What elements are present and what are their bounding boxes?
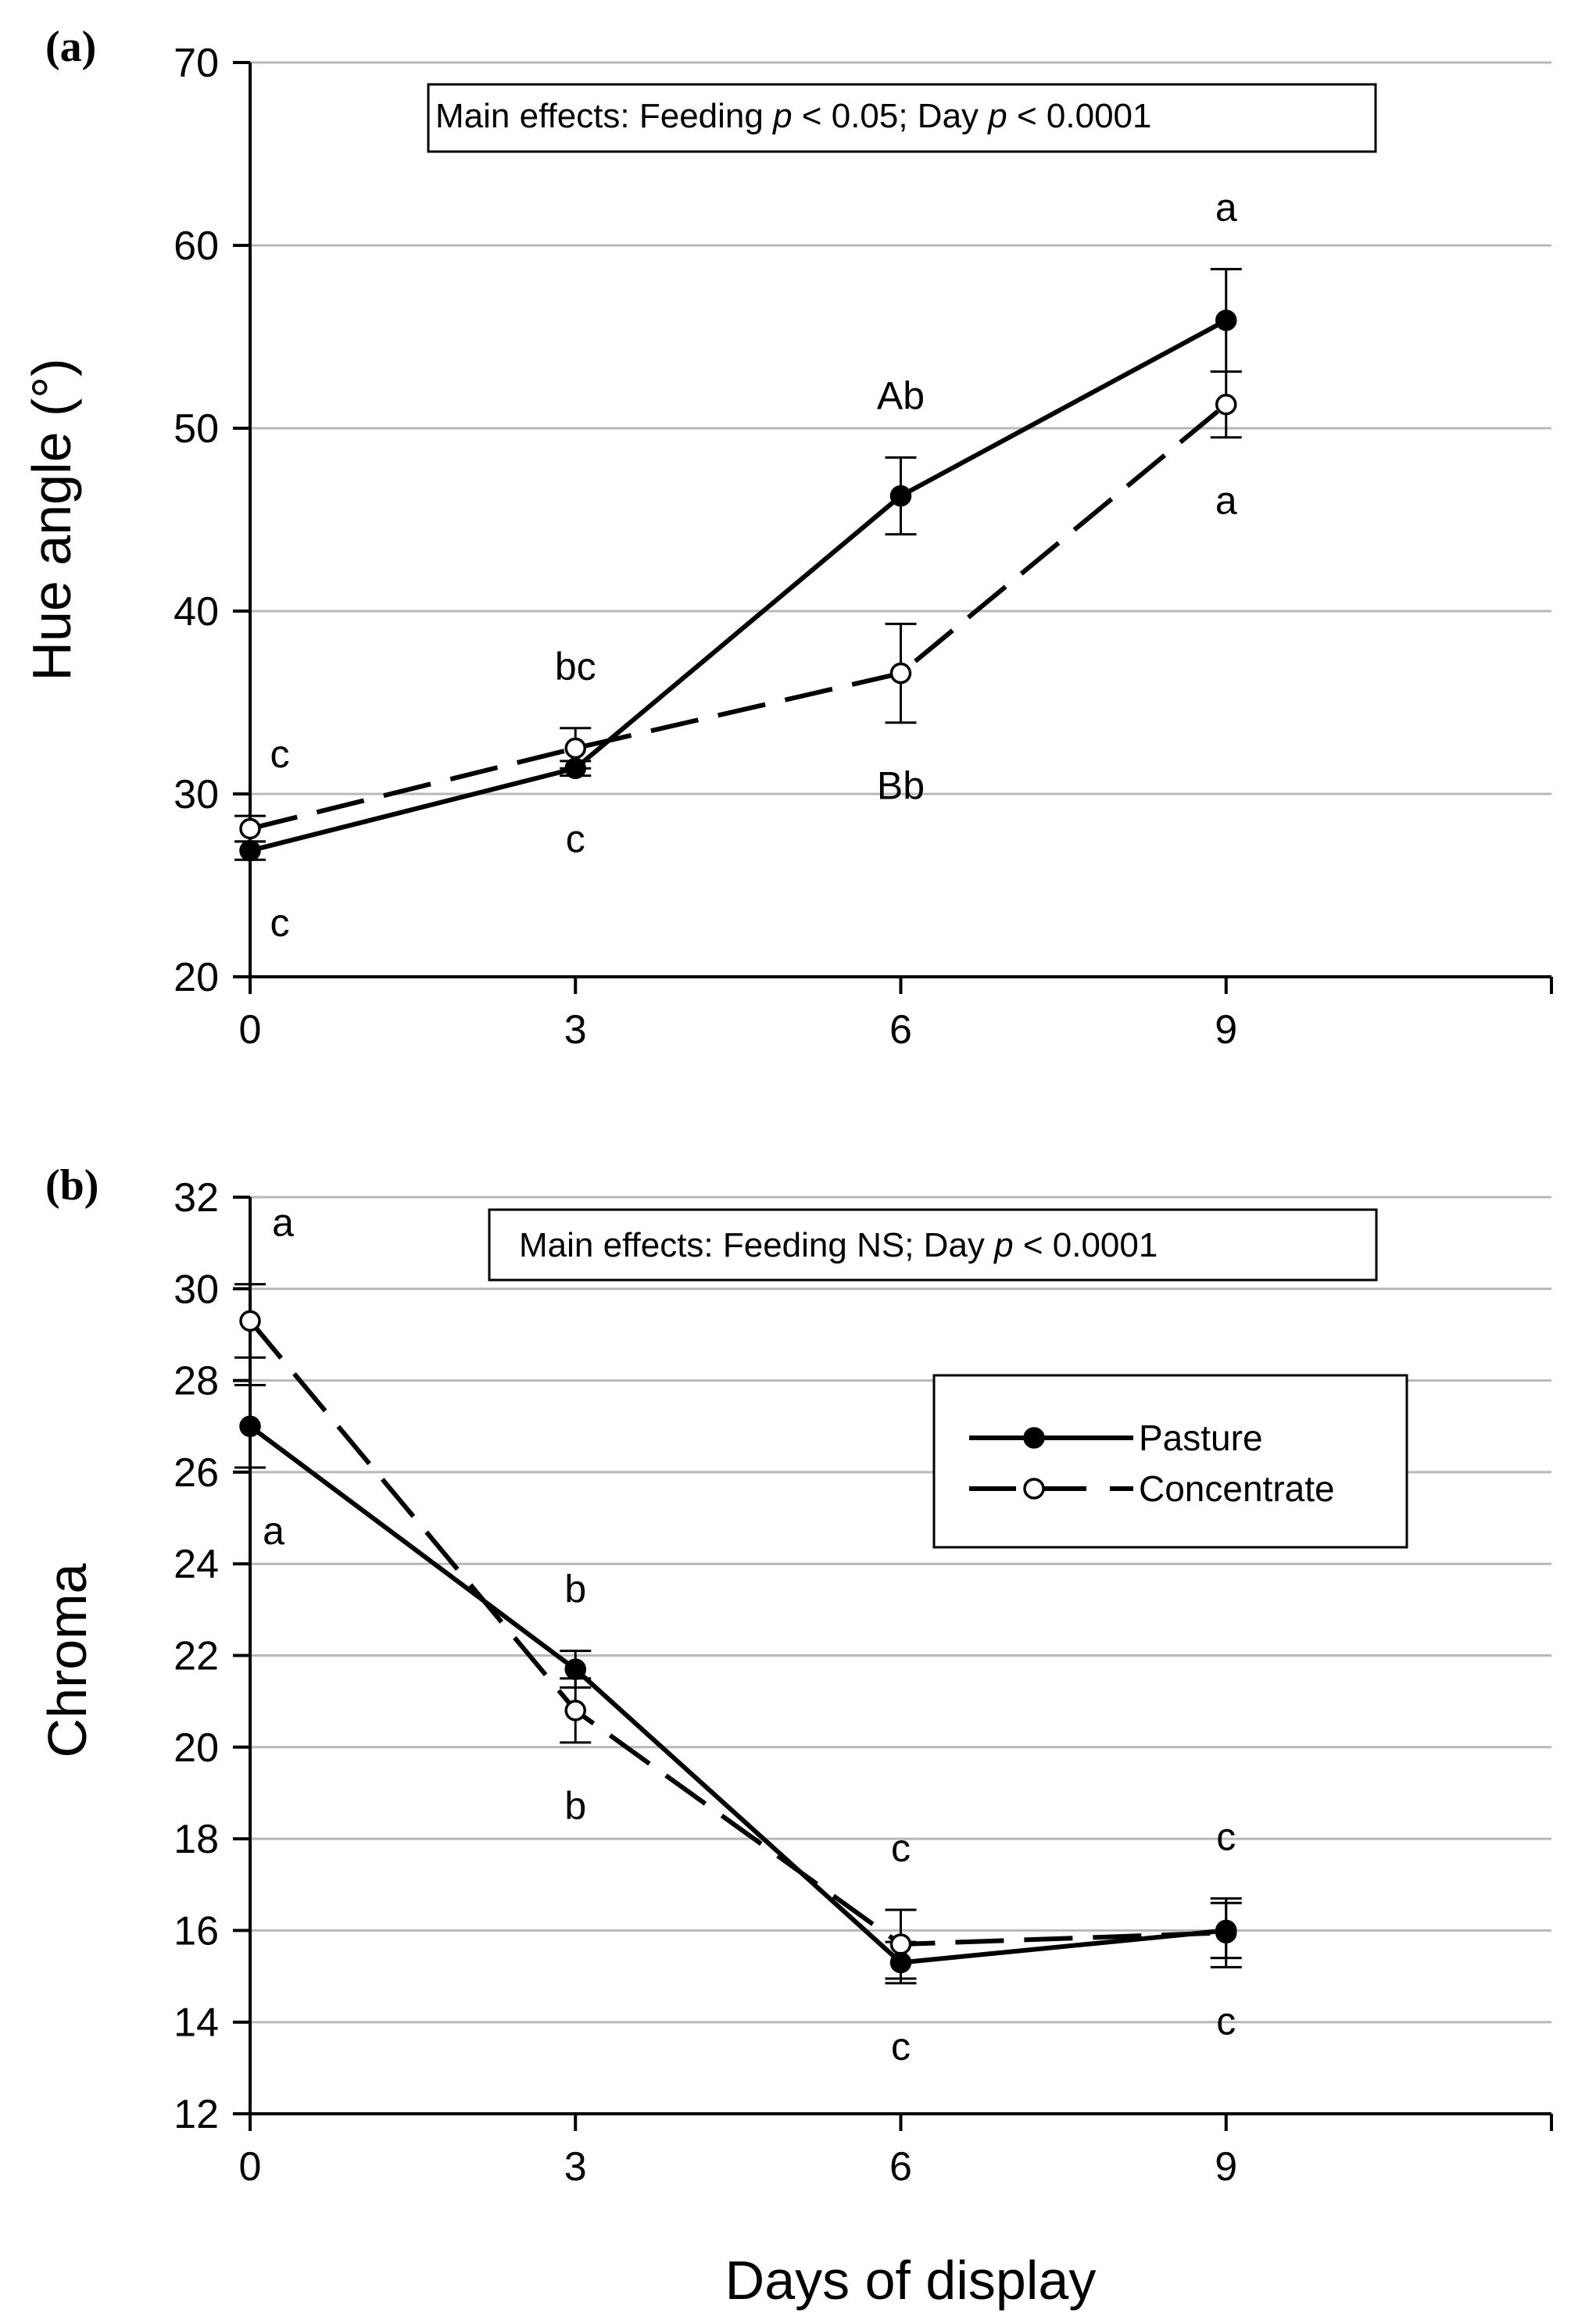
x-tick-label: 9 xyxy=(1215,1007,1237,1053)
data-point-pasture xyxy=(564,757,586,779)
significance-letter: bc xyxy=(555,645,596,688)
y-tick-label: 28 xyxy=(174,1359,219,1404)
data-point-pasture xyxy=(239,839,261,862)
y-tick-label: 40 xyxy=(174,589,219,635)
x-axis-title: Days of display xyxy=(725,2250,1097,2311)
significance-letter: Bb xyxy=(877,764,925,808)
data-point-pasture xyxy=(889,1951,912,1974)
main-effects-box xyxy=(488,1208,1378,1282)
data-point-pasture xyxy=(239,1415,261,1437)
y-tick-label: 20 xyxy=(174,955,219,1000)
significance-letter: c xyxy=(270,732,290,776)
x-tick-label: 6 xyxy=(889,1007,912,1053)
y-tick-label: 16 xyxy=(174,1908,219,1954)
x-tick-label: 3 xyxy=(564,1007,587,1053)
data-point-concentrate xyxy=(239,817,261,840)
y-tick-label: 30 xyxy=(174,1267,219,1312)
significance-letter: a xyxy=(1215,479,1237,523)
panel-label: (a) xyxy=(45,23,96,71)
significance-letter: b xyxy=(564,1568,586,1611)
significance-letter: c xyxy=(1216,1815,1236,1858)
p-value-symbol: p xyxy=(986,97,1007,135)
data-point-concentrate xyxy=(889,1933,912,1955)
series-line-concentrate xyxy=(249,402,1228,831)
legend-box xyxy=(932,1374,1408,1549)
significance-letter: Ab xyxy=(877,374,925,417)
y-axis-title: Hue angle (°) xyxy=(21,358,82,681)
y-tick-label: 50 xyxy=(174,406,219,452)
legend-label: Concentrate xyxy=(1139,1468,1335,1509)
effects-text-part: < 0.0001 xyxy=(1007,97,1152,135)
significance-letter: a xyxy=(1215,185,1237,229)
significance-letter: b xyxy=(564,1784,586,1828)
significance-letter: a xyxy=(263,1509,284,1553)
x-tick-label: 9 xyxy=(1215,2144,1237,2190)
data-point-pasture xyxy=(564,1658,586,1680)
y-tick-label: 70 xyxy=(174,41,219,86)
y-tick-label: 30 xyxy=(174,772,219,817)
panel-b-chroma-chart: 12 14 16 18 20 22 24 26 28 30 32 0 3 6 9 Chroma (b) Main … xyxy=(37,1161,1553,2190)
significance-letter: c xyxy=(566,817,585,861)
data-point-concentrate xyxy=(564,737,586,760)
y-tick-label: 20 xyxy=(174,1725,219,1771)
x-tick-label: 3 xyxy=(564,2144,587,2190)
main-effects-text: Main effects: Feeding p < 0.05; Day p < … xyxy=(435,97,1152,135)
effects-text-part: < 0.0001 xyxy=(1014,1226,1158,1264)
y-tick-label: 12 xyxy=(174,2092,219,2137)
series-line-pasture xyxy=(249,1424,1227,1965)
effects-text-part: Main effects: Feeding NS; Day xyxy=(519,1226,994,1264)
x-tick-label: 6 xyxy=(889,2144,912,2190)
y-tick-label: 26 xyxy=(174,1450,219,1496)
effects-text-part: Main effects: Feeding xyxy=(435,97,773,135)
y-tick-label: 60 xyxy=(174,223,219,269)
p-value-symbol: p xyxy=(993,1226,1013,1264)
y-tick-label: 18 xyxy=(174,1817,219,1862)
significance-letter: c xyxy=(1216,2000,1236,2043)
data-point-pasture xyxy=(889,484,912,507)
panel-a-hue-angle-chart: 20 30 40 50 60 70 0 3 6 9 Hue angle (°) (a) Main eff… xyxy=(21,23,1553,1053)
x-tick-label: 0 xyxy=(239,1007,262,1053)
data-point-pasture xyxy=(1215,309,1237,331)
y-axis-title: Chroma xyxy=(37,1563,98,1757)
data-point-concentrate xyxy=(239,1310,261,1332)
main-effects-box xyxy=(427,83,1377,153)
legend-marker-pasture xyxy=(1023,1427,1045,1449)
series-line-pasture xyxy=(249,318,1228,853)
y-tick-label: 14 xyxy=(174,2000,219,2046)
significance-letter: c xyxy=(270,901,290,945)
p-value-symbol: p xyxy=(771,97,792,135)
legend-label: Pasture xyxy=(1139,1418,1263,1458)
series-line-concentrate xyxy=(248,1319,1226,1947)
legend-marker-concentrate xyxy=(1023,1478,1045,1500)
significance-letter: c xyxy=(891,2025,911,2068)
y-tick-label: 22 xyxy=(174,1634,219,1679)
data-point-concentrate xyxy=(889,662,912,685)
main-effects-text: Main effects: Feeding NS; Day p < 0.0001 xyxy=(519,1226,1158,1264)
data-point-concentrate xyxy=(1215,393,1237,416)
data-point-pasture xyxy=(1215,1919,1237,1942)
y-tick-label: 24 xyxy=(174,1542,219,1587)
data-point-concentrate xyxy=(564,1700,586,1722)
significance-letter: a xyxy=(272,1200,294,1244)
y-tick-label: 32 xyxy=(174,1175,219,1221)
significance-letter: c xyxy=(891,1826,911,1870)
x-tick-label: 0 xyxy=(239,2144,262,2190)
effects-text-part: < 0.05; Day xyxy=(793,97,989,135)
panel-label: (b) xyxy=(45,1161,98,1210)
